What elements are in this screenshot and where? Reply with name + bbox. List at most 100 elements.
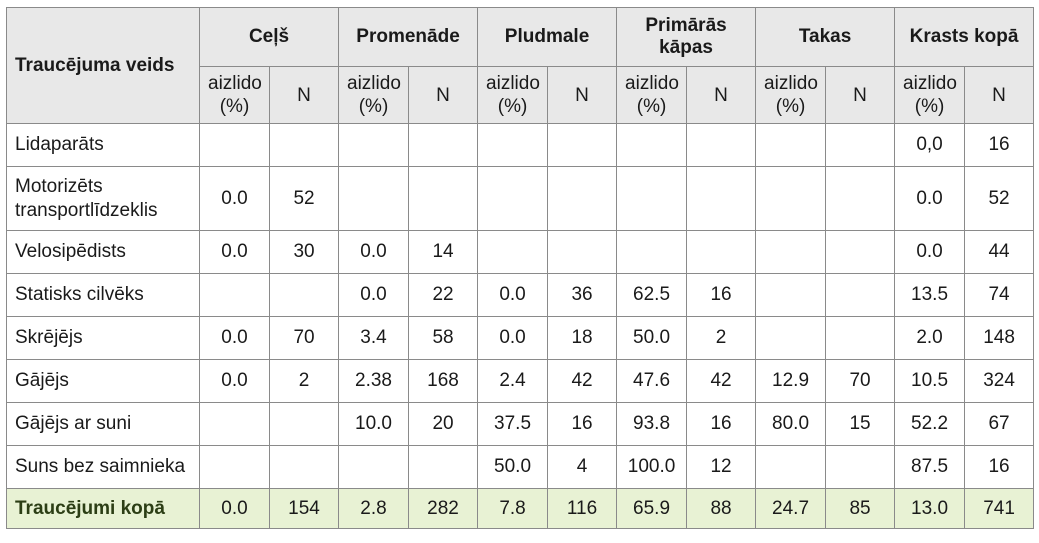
header-sub-pct: aizlido (%) bbox=[755, 66, 827, 124]
header-sub-n: N bbox=[964, 66, 1035, 124]
cell-pct: 100.0 bbox=[616, 445, 688, 489]
cell-pct bbox=[755, 445, 827, 489]
header-sub-n: N bbox=[686, 66, 757, 124]
row-label: Skrējējs bbox=[6, 316, 200, 360]
header-sub-pct: aizlido (%) bbox=[616, 66, 688, 124]
row-label: Velosipēdists bbox=[6, 230, 200, 274]
cell-pct: 80.0 bbox=[755, 402, 827, 446]
cell-n: 70 bbox=[825, 359, 896, 403]
cell-pct: 50.0 bbox=[477, 445, 549, 489]
header-row-sub: aizlido (%) N aizlido (%) N aizlido (%) … bbox=[7, 66, 1035, 124]
header-sub-n: N bbox=[268, 66, 340, 124]
cell-pct bbox=[616, 166, 688, 231]
header-sub-n: N bbox=[408, 66, 479, 124]
cell-n: 4 bbox=[547, 445, 618, 489]
header-group-promenade: Promenāde bbox=[338, 7, 479, 67]
cell-n: 2 bbox=[686, 316, 757, 360]
cell-pct: 0.0 bbox=[199, 166, 270, 231]
cell-pct: 50.0 bbox=[616, 316, 688, 360]
cell-pct: 87.5 bbox=[894, 445, 966, 489]
cell-pct: 47.6 bbox=[616, 359, 688, 403]
table-header: Traucējuma veids Ceļš Promenāde Pludmale… bbox=[6, 7, 1035, 124]
cell-pct bbox=[755, 166, 827, 231]
cell-pct: 0.0 bbox=[199, 316, 270, 360]
cell-n: 36 bbox=[547, 273, 618, 317]
cell-n: 30 bbox=[268, 230, 340, 274]
cell-pct: 24.7 bbox=[755, 488, 827, 529]
table-row: Suns bez saimnieka 50.0 4 100.0 12 87.5 16 bbox=[6, 445, 1035, 489]
cell-pct: 2.8 bbox=[338, 488, 410, 529]
cell-n: 116 bbox=[547, 488, 618, 529]
cell-n: 2 bbox=[268, 359, 340, 403]
cell-n: 16 bbox=[964, 123, 1035, 167]
header-group-primary-dunes: Primārās kāpas bbox=[616, 7, 757, 67]
cell-n: 85 bbox=[825, 488, 896, 529]
cell-pct bbox=[199, 123, 270, 167]
cell-n: 20 bbox=[408, 402, 479, 446]
cell-n bbox=[686, 166, 757, 231]
cell-n bbox=[547, 230, 618, 274]
cell-pct: 10.5 bbox=[894, 359, 966, 403]
cell-n bbox=[408, 123, 479, 167]
header-group-coast-total: Krasts kopā bbox=[894, 7, 1035, 67]
cell-n: 42 bbox=[686, 359, 757, 403]
header-group-road: Ceļš bbox=[198, 7, 340, 67]
cell-n: 16 bbox=[964, 445, 1035, 489]
cell-n: 741 bbox=[964, 488, 1035, 529]
cell-n: 12 bbox=[686, 445, 757, 489]
header-sub-n: N bbox=[547, 66, 618, 124]
cell-n: 148 bbox=[964, 316, 1035, 360]
cell-pct: 0.0 bbox=[894, 230, 966, 274]
cell-n: 74 bbox=[964, 273, 1035, 317]
cell-n bbox=[408, 445, 479, 489]
cell-n bbox=[268, 402, 340, 446]
cell-pct bbox=[199, 273, 270, 317]
cell-n: 16 bbox=[686, 402, 757, 446]
cell-n: 324 bbox=[964, 359, 1035, 403]
row-label: Traucējumi kopā bbox=[6, 488, 200, 529]
cell-pct: 37.5 bbox=[477, 402, 549, 446]
cell-pct: 0.0 bbox=[199, 488, 270, 529]
cell-pct bbox=[477, 123, 549, 167]
row-label: Gājējs ar suni bbox=[6, 402, 200, 446]
cell-n bbox=[825, 316, 896, 360]
row-label: Lidaparāts bbox=[6, 123, 200, 167]
header-sub-pct: aizlido (%) bbox=[894, 66, 966, 124]
table-row: Statisks cilvēks 0.0 22 0.0 36 62.5 16 13.5 74 bbox=[6, 273, 1035, 317]
cell-n bbox=[686, 123, 757, 167]
cell-n bbox=[825, 445, 896, 489]
cell-pct: 0.0 bbox=[338, 230, 410, 274]
cell-n: 58 bbox=[408, 316, 479, 360]
cell-n bbox=[686, 230, 757, 274]
cell-n bbox=[408, 166, 479, 231]
cell-pct: 0,0 bbox=[894, 123, 966, 167]
cell-n bbox=[825, 273, 896, 317]
table-row: Gājējs 0.0 2 2.38 168 2.4 42 47.6 42 12.9 70 10.5 32… bbox=[6, 359, 1035, 403]
header-row-groups: Traucējuma veids Ceļš Promenāde Pludmale… bbox=[6, 7, 1035, 124]
cell-pct: 0.0 bbox=[199, 230, 270, 274]
cell-pct bbox=[338, 166, 410, 231]
cell-pct: 12.9 bbox=[755, 359, 827, 403]
cell-n: 88 bbox=[686, 488, 757, 529]
cell-pct bbox=[755, 123, 827, 167]
cell-n: 154 bbox=[268, 488, 340, 529]
cell-n: 282 bbox=[408, 488, 479, 529]
cell-n bbox=[268, 445, 340, 489]
cell-pct bbox=[477, 230, 549, 274]
cell-pct: 52.2 bbox=[894, 402, 966, 446]
cell-n: 42 bbox=[547, 359, 618, 403]
table-row: Motorizēts transportlīdzeklis 0.0 52 0.0 52 bbox=[6, 166, 1035, 231]
cell-n bbox=[825, 166, 896, 231]
cell-pct: 13.0 bbox=[894, 488, 966, 529]
cell-pct: 93.8 bbox=[616, 402, 688, 446]
header-sub-n: N bbox=[825, 66, 896, 124]
cell-pct: 2.38 bbox=[338, 359, 410, 403]
cell-pct bbox=[755, 273, 827, 317]
cell-n: 168 bbox=[408, 359, 479, 403]
cell-pct: 7.8 bbox=[477, 488, 549, 529]
total-row: Traucējumi kopā 0.0 154 2.8 282 7.8 116 65.9 88 2… bbox=[6, 488, 1035, 529]
table-row: Gājējs ar suni 10.0 20 37.5 16 93.8 16 80.0 15 52… bbox=[6, 402, 1035, 446]
cell-pct: 2.0 bbox=[894, 316, 966, 360]
cell-pct: 10.0 bbox=[338, 402, 410, 446]
cell-pct: 0.0 bbox=[477, 316, 549, 360]
